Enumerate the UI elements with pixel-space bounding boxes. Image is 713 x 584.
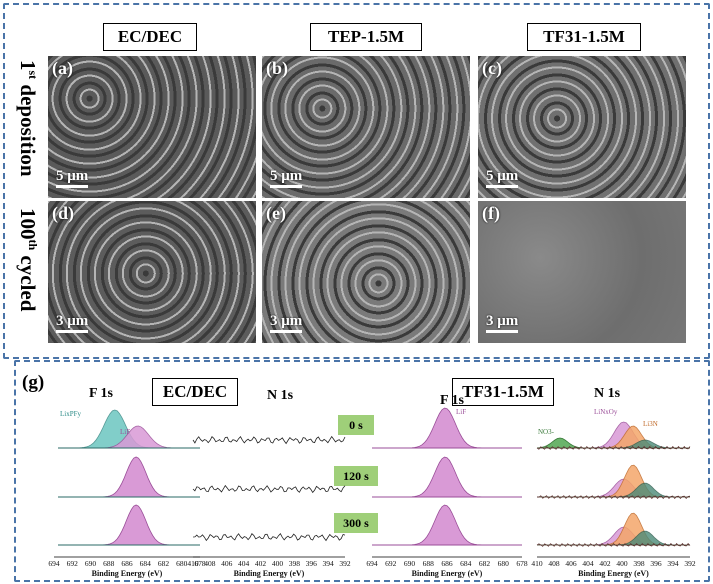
sem-panel-c: (c) 5 μm [478,56,686,198]
n1s-left-tick: 400 [272,559,284,568]
f1s-right-tick: 684 [460,559,472,568]
n1s-left-tick: 410 [187,559,199,568]
sem-panel-label: (a) [52,58,73,78]
n1s-title-left: N 1s [267,388,294,403]
f1s-title-left: F 1s [89,386,113,401]
f1s-left-xlabel: Binding Energy (eV) [92,569,163,578]
n1s-noise-line [192,484,346,494]
f1s-left-tick: 692 [67,559,79,568]
n1s-right-tick: 410 [531,559,543,568]
sem-panel-label: (f) [482,203,500,223]
f1s-right-tick: 690 [404,559,416,568]
sem-panel-label: (c) [482,58,502,78]
envelope [536,542,691,547]
n1s-left-tick: 402 [255,559,267,568]
time-badge-0: 0 s [338,415,374,435]
n1s-left-tick: 394 [322,559,334,568]
peak-lif [58,504,200,546]
f1s-right-tick: 694 [366,559,378,568]
peak-lif [58,456,200,498]
f1s-left-tick: 690 [85,559,97,568]
n1s-left-tick: 406 [221,559,233,568]
n1s-right-xlabel: Binding Energy (eV) [578,569,649,578]
f1s-right-tick: 682 [479,559,491,568]
f1s-right-tick: 692 [385,559,397,568]
group-label-ecdec: EC/DEC [152,378,238,406]
n1s-noise-line [192,435,346,445]
n1s-right-tick: 402 [599,559,611,568]
scale-bar: 5 μm [270,168,303,188]
n1s-left-tick: 396 [306,559,318,568]
n1s-right-tick: 396 [650,559,662,568]
n1s-right-tick: 400 [616,559,628,568]
peak-label-lino: LiNxOy [594,408,618,416]
n1s-right-tick: 392 [684,559,696,568]
group-label-tf31: TF31-1.5M [452,378,554,406]
f1s-left-tick: 688 [103,559,115,568]
n1s-right-tick: 404 [582,559,594,568]
top-frame [3,3,710,359]
f1s-left-tick: 684 [140,559,152,568]
sem-panel-label: (d) [52,203,74,223]
n1s-right-tick: 398 [633,559,645,568]
envelope [536,495,691,500]
sem-panel-f: (f) 3 μm [478,201,686,343]
scale-bar: 3 μm [56,313,89,333]
scale-bar: 3 μm [486,313,519,333]
peak-label-li3n: Li3N [643,420,658,428]
sem-panel-label: (b) [266,58,288,78]
sem-panel-a: (a) 5 μm [48,56,256,198]
f1s-left-tick: 682 [158,559,170,568]
n1s-title-right: N 1s [594,386,621,401]
f1s-right-tick: 686 [441,559,453,568]
f1s-left-tick: 678 [194,559,206,568]
n1s-right-tick: 406 [565,559,577,568]
peak-lif [372,504,522,546]
f1s-title-right: F 1s [440,393,464,408]
sem-panel-b: (b) 5 μm [262,56,470,198]
f1s-right-tick: 688 [423,559,435,568]
f1s-right-tick: 680 [498,559,510,568]
f1s-right-xlabel: Binding Energy (eV) [412,569,483,578]
time-badge-120: 120 s [334,466,378,486]
f1s-left-tick: 686 [121,559,133,568]
n1s-left-tick: 404 [238,559,250,568]
peak-label-lif: LiF [120,428,130,436]
bottom-frame [14,360,710,582]
scale-bar: 3 μm [270,313,303,333]
peak-lif [372,456,522,498]
f1s-left-tick: 694 [48,559,60,568]
column-header-tf31: TF31-1.5M [527,23,641,51]
f1s-right-tick: 678 [516,559,528,568]
peak-label-no3: NO3- [538,428,555,436]
scale-bar: 5 μm [56,168,89,188]
n1s-noise-line [192,533,346,542]
column-header-tep: TEP-1.5M [310,23,422,51]
n1s-left-tick: 392 [339,559,351,568]
column-header-ecdec: EC/DEC [103,23,197,51]
peak-label-lipf: LixPFy [60,410,82,418]
panel-label-g: (g) [22,372,45,393]
scale-bar: 5 μm [486,168,519,188]
peak-lif [372,407,522,449]
n1s-right-tick: 394 [667,559,679,568]
f1s-left-tick: 680 [176,559,188,568]
time-badge-300: 300 s [334,513,378,533]
envelope [536,445,691,450]
peak-label-lif-right: LiF [456,408,466,416]
n1s-right-tick: 408 [548,559,560,568]
n1s-left-tick: 398 [289,559,301,568]
sem-panel-d: (d) 3 μm [48,201,256,343]
sem-panel-label: (e) [266,203,286,223]
sem-panel-e: (e) 3 μm [262,201,470,343]
n1s-left-xlabel: Binding Energy (eV) [234,569,305,578]
n1s-left-tick: 408 [204,559,216,568]
